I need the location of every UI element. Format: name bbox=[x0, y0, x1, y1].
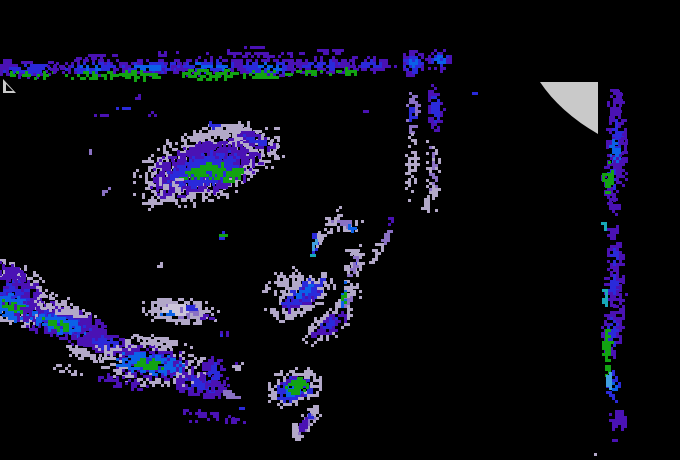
radar-display bbox=[0, 0, 680, 460]
radar-canvas bbox=[0, 0, 680, 460]
